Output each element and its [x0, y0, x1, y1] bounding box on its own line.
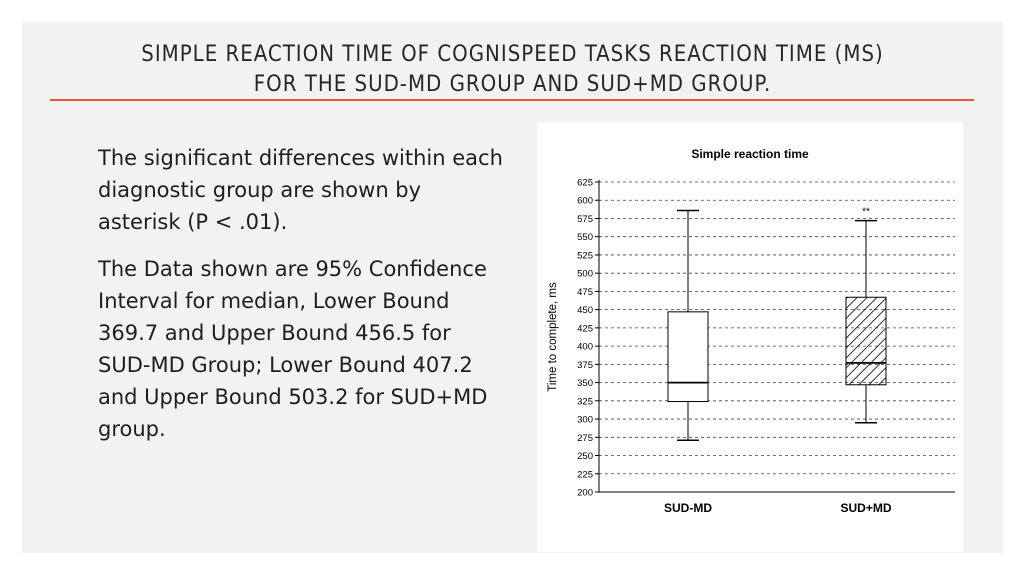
body-paragraph-2: The Data shown are 95% Confidence Interv…: [98, 257, 488, 441]
y-tick-label: 500: [577, 269, 593, 280]
box: [667, 311, 709, 403]
chart-container: Simple reaction time Time to complete, m…: [537, 122, 963, 552]
y-tick-label: 300: [577, 415, 593, 426]
body-text: The significant differences within each …: [98, 142, 508, 460]
y-tick-label: 275: [577, 433, 593, 444]
y-tick-label: 400: [577, 342, 593, 353]
y-tick-label: 550: [577, 232, 593, 243]
y-tick-label: 450: [577, 305, 593, 316]
x-category-label: SUD-MD: [664, 501, 712, 515]
slide-title: SIMPLE REACTION TIME OF COGNISPEED TASKS…: [22, 40, 1003, 100]
y-tick-label: 625: [577, 178, 593, 189]
body-paragraph-1: The significant differences within each …: [98, 146, 503, 234]
y-tick-label: 225: [577, 469, 593, 480]
y-tick-label: 325: [577, 396, 593, 407]
y-tick-label: 525: [577, 250, 593, 261]
chart-title: Simple reaction time: [691, 147, 809, 161]
y-tick-label: 600: [577, 196, 593, 207]
slide-title-line-1: SIMPLE REACTION TIME OF COGNISPEED TASKS…: [141, 42, 884, 67]
y-tick-label: 575: [577, 214, 593, 225]
box: [845, 296, 887, 386]
significance-annotation: **: [862, 207, 870, 218]
x-category-label: SUD+MD: [840, 501, 891, 515]
plot-area: 200 225 250 275 300 325 350 375 400 425 450 475 500 5…: [577, 178, 955, 515]
slide-title-line-2: FOR THE SUD-MD GROUP AND SUD+MD GROUP.: [253, 72, 772, 97]
y-tick-label: 250: [577, 451, 593, 462]
y-axis-label: Time to complete, ms: [547, 282, 559, 392]
y-tick-label: 200: [577, 488, 593, 499]
y-tick-label: 350: [577, 378, 593, 389]
y-tick-label: 475: [577, 287, 593, 298]
y-tick-label: 375: [577, 360, 593, 371]
slide: SIMPLE REACTION TIME OF COGNISPEED TASKS…: [22, 22, 1003, 553]
boxplot-chart: Simple reaction time Time to complete, m…: [547, 147, 955, 515]
title-underline: [50, 99, 974, 101]
y-tick-label: 425: [577, 323, 593, 334]
